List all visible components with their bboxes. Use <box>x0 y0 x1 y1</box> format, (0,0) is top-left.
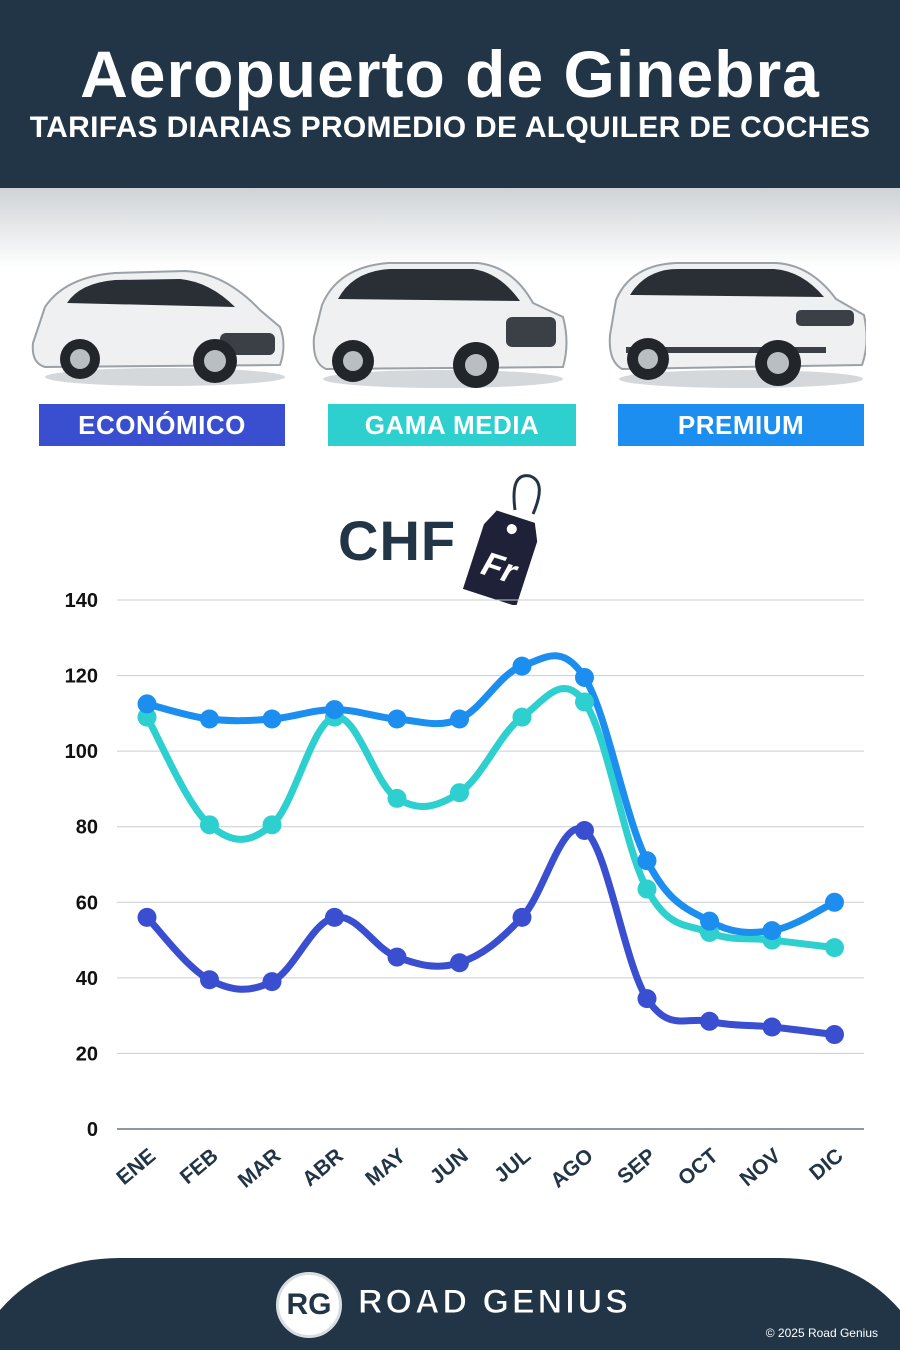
header-shadow <box>0 188 900 268</box>
page-title: Aeropuerto de Ginebra <box>80 37 820 111</box>
y-tick-label: 120 <box>65 666 98 688</box>
economy-car-image <box>31 269 285 386</box>
x-tick-label: ABR <box>298 1144 348 1191</box>
x-tick-label: MAY <box>361 1144 410 1190</box>
data-point <box>450 783 469 803</box>
y-tick-label: 0 <box>87 1119 98 1141</box>
economy-badge: ECONÓMICO <box>39 404 285 446</box>
data-point <box>200 815 219 835</box>
data-point <box>512 707 532 727</box>
premium-badge: PREMIUM <box>618 404 864 446</box>
x-tick-label: NOV <box>736 1144 786 1191</box>
x-tick-label: SEP <box>613 1144 660 1189</box>
data-point <box>137 907 157 927</box>
data-point <box>262 972 282 992</box>
data-point <box>200 709 219 729</box>
y-tick-label: 140 <box>65 590 98 612</box>
data-point <box>637 989 657 1009</box>
data-point <box>387 788 407 808</box>
data-point <box>387 947 407 967</box>
footer-banner <box>0 1258 900 1350</box>
data-point <box>575 692 594 712</box>
data-point <box>325 907 344 927</box>
y-tick-label: 20 <box>76 1043 98 1065</box>
copyright-text: © 2025 Road Genius <box>765 1326 878 1340</box>
x-tick-label: FEB <box>176 1144 223 1189</box>
y-tick-label: 100 <box>65 741 98 763</box>
header-banner: Aeropuerto de Ginebra TARIFAS DIARIAS PR… <box>0 0 900 188</box>
x-tick-label: MAR <box>234 1144 285 1192</box>
data-point <box>700 911 719 931</box>
data-point <box>762 921 782 941</box>
data-point <box>575 820 594 840</box>
page-subtitle: TARIFAS DIARIAS PROMEDIO DE ALQUILER DE … <box>29 111 871 144</box>
currency-label: CHF <box>338 509 457 572</box>
x-tick-label: JUN <box>426 1144 473 1189</box>
x-tick-label: AGO <box>546 1144 597 1192</box>
x-tick-label: DIC <box>805 1144 847 1185</box>
data-point <box>637 851 657 871</box>
data-point <box>325 700 344 720</box>
brand-name: ROAD GENIUS <box>358 1283 631 1322</box>
series-line-1 <box>143 685 838 952</box>
line-chart: 0 20 40 60 80 100 120 140 ENE FEB MAR ABR MAY JUN JUL… <box>65 590 864 1193</box>
price-tag-icon: Fr <box>462 474 541 605</box>
data-point <box>825 938 844 958</box>
data-point <box>512 656 532 676</box>
data-point <box>137 694 157 714</box>
data-point <box>450 709 469 729</box>
premium-car-image <box>608 262 866 388</box>
y-tick-label: 60 <box>76 892 98 914</box>
x-tick-label: OCT <box>674 1144 723 1190</box>
data-point <box>262 815 282 835</box>
data-point <box>700 1011 719 1031</box>
midsize-car-image <box>312 262 568 388</box>
x-tick-label: JUL <box>490 1144 535 1187</box>
data-point <box>387 709 407 729</box>
data-point <box>512 907 532 927</box>
data-point <box>262 709 282 729</box>
data-point <box>825 892 844 912</box>
y-tick-label: 80 <box>76 817 98 839</box>
data-point <box>450 953 469 973</box>
y-tick-label: 40 <box>76 968 98 990</box>
data-point <box>200 970 219 990</box>
data-point <box>825 1025 844 1045</box>
data-point <box>637 879 657 899</box>
data-point <box>575 667 594 687</box>
midsize-badge: GAMA MEDIA <box>328 404 576 446</box>
series-line-2 <box>143 652 838 936</box>
data-point <box>137 707 157 727</box>
road-genius-logo: RG <box>276 1272 342 1338</box>
x-tick-label: ENE <box>112 1144 160 1189</box>
data-point <box>762 1017 782 1037</box>
